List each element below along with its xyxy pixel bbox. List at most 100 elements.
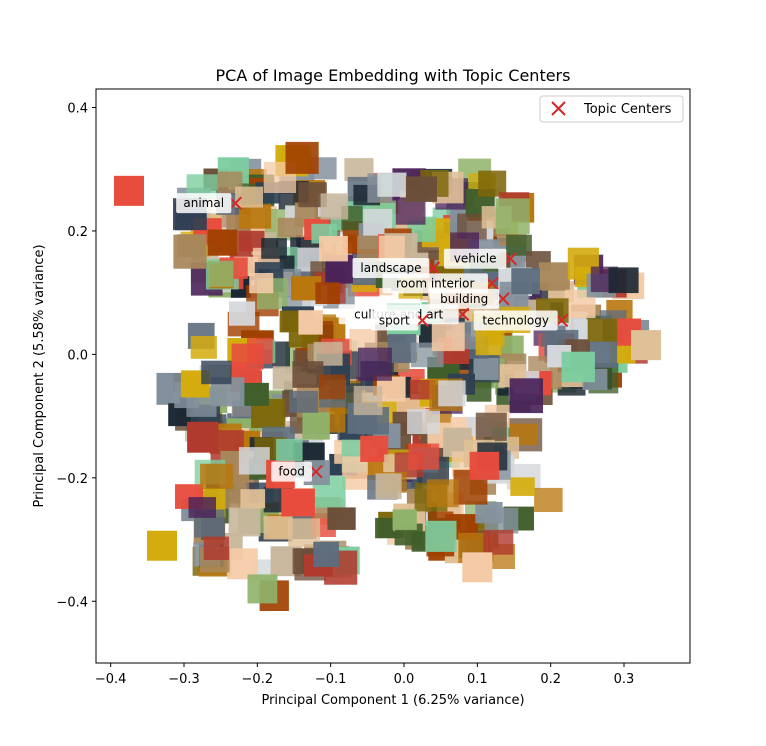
image-thumbnail	[506, 234, 532, 256]
y-tick-label: −0.2	[56, 472, 88, 487]
legend: Topic Centers	[539, 95, 684, 123]
image-thumbnail	[292, 361, 324, 388]
image-thumbnail	[231, 343, 264, 370]
image-thumbnail	[511, 268, 540, 295]
image-thumbnail	[147, 530, 177, 561]
image-thumbnail	[405, 176, 437, 202]
image-thumbnail	[240, 489, 266, 509]
image-thumbnail	[475, 412, 507, 441]
image-thumbnail	[538, 262, 570, 291]
image-thumbnail	[327, 507, 356, 530]
image-thumbnail	[238, 230, 265, 252]
topic-label-box	[382, 273, 488, 294]
topic-center-marker	[426, 261, 441, 275]
topic-label: sport	[379, 313, 410, 327]
image-thumbnail	[534, 487, 563, 512]
image-thumbnail	[281, 488, 315, 517]
topic-center-sport: sport	[370, 310, 430, 331]
x-tick-label: 0.2	[540, 672, 561, 687]
image-thumbnail	[426, 479, 459, 508]
image-thumbnail	[319, 236, 348, 262]
x-tick-label: −0.4	[95, 672, 127, 687]
x-tick-label: −0.1	[315, 672, 347, 687]
image-thumbnail	[509, 378, 543, 414]
topic-label-box	[176, 193, 232, 214]
image-thumbnail	[483, 529, 514, 555]
image-thumbnail	[462, 552, 493, 583]
image-thumbnail	[495, 198, 530, 234]
image-thumbnail	[207, 229, 238, 256]
image-thumbnail	[320, 193, 349, 220]
y-tick-label: −0.4	[56, 595, 88, 610]
topic-label: animal	[183, 196, 224, 210]
topic-label: vehicle	[454, 252, 497, 266]
image-thumbnail	[201, 360, 232, 385]
topic-center-building: building	[429, 288, 510, 309]
image-thumbnail	[235, 186, 263, 208]
image-thumbnail	[344, 158, 374, 181]
x-tick-label: −0.3	[168, 672, 200, 687]
image-thumbnail	[276, 438, 303, 462]
topic-center-technology: technology	[473, 310, 569, 331]
image-thumbnail	[438, 380, 466, 407]
image-thumbnail	[407, 409, 440, 435]
image-thumbnail	[475, 329, 502, 356]
x-tick-label: 0.1	[467, 672, 488, 687]
image-thumbnail	[190, 336, 217, 359]
image-thumbnail	[188, 497, 216, 518]
topic-label: technology	[482, 313, 549, 327]
topic-center-landscape: landscape	[352, 257, 441, 278]
topic-center-marker	[554, 313, 569, 328]
image-thumbnail-cloud	[114, 141, 661, 611]
topic-label-box	[370, 310, 419, 331]
image-thumbnail	[392, 509, 417, 530]
y-axis-ticks: 0.4 0.2 0.0 −0.2 −0.4	[56, 102, 96, 610]
image-thumbnail	[469, 451, 500, 480]
image-thumbnail	[473, 358, 499, 380]
image-thumbnail	[315, 282, 340, 304]
image-thumbnail	[289, 390, 318, 413]
topic-center-marker	[503, 252, 518, 266]
topic-label: building	[440, 292, 488, 306]
image-thumbnail	[353, 385, 383, 416]
image-thumbnail	[114, 175, 144, 206]
image-thumbnail	[173, 234, 207, 269]
image-thumbnail	[358, 347, 392, 381]
image-thumbnail	[631, 330, 661, 361]
image-thumbnail	[540, 325, 566, 347]
image-thumbnail	[239, 382, 269, 406]
topic-label-box	[352, 257, 430, 278]
image-thumbnail	[375, 473, 402, 500]
image-thumbnail	[408, 443, 440, 470]
image-thumbnail	[249, 273, 274, 294]
y-axis-label: Principal Component 2 (5.58% variance)	[32, 244, 47, 507]
image-thumbnail	[475, 502, 503, 524]
y-tick-label: 0.4	[67, 102, 88, 117]
image-thumbnail	[360, 435, 389, 462]
image-thumbnail	[285, 141, 319, 174]
image-thumbnail	[228, 507, 261, 537]
image-thumbnail	[377, 172, 407, 197]
legend-label: Topic Centers	[583, 102, 672, 117]
x-axis-label: Principal Component 1 (6.25% variance)	[261, 693, 524, 708]
topic-label: room interior	[396, 276, 474, 290]
image-thumbnail	[561, 351, 595, 383]
topic-label-box	[473, 310, 558, 331]
topic-label-box	[271, 461, 312, 482]
image-thumbnail	[587, 318, 618, 342]
topic-center-food: food	[271, 461, 323, 482]
image-thumbnail	[200, 463, 233, 489]
image-thumbnail	[302, 412, 330, 440]
image-thumbnail	[313, 341, 343, 366]
legend-box	[539, 95, 684, 123]
image-thumbnail	[207, 260, 234, 287]
image-thumbnail	[395, 197, 426, 225]
image-thumbnail	[203, 536, 229, 560]
topic-label-box	[429, 288, 499, 309]
image-thumbnail	[431, 322, 465, 352]
x-tick-label: 0.0	[394, 672, 415, 687]
image-thumbnail	[510, 477, 535, 496]
x-tick-label: −0.2	[242, 672, 274, 687]
